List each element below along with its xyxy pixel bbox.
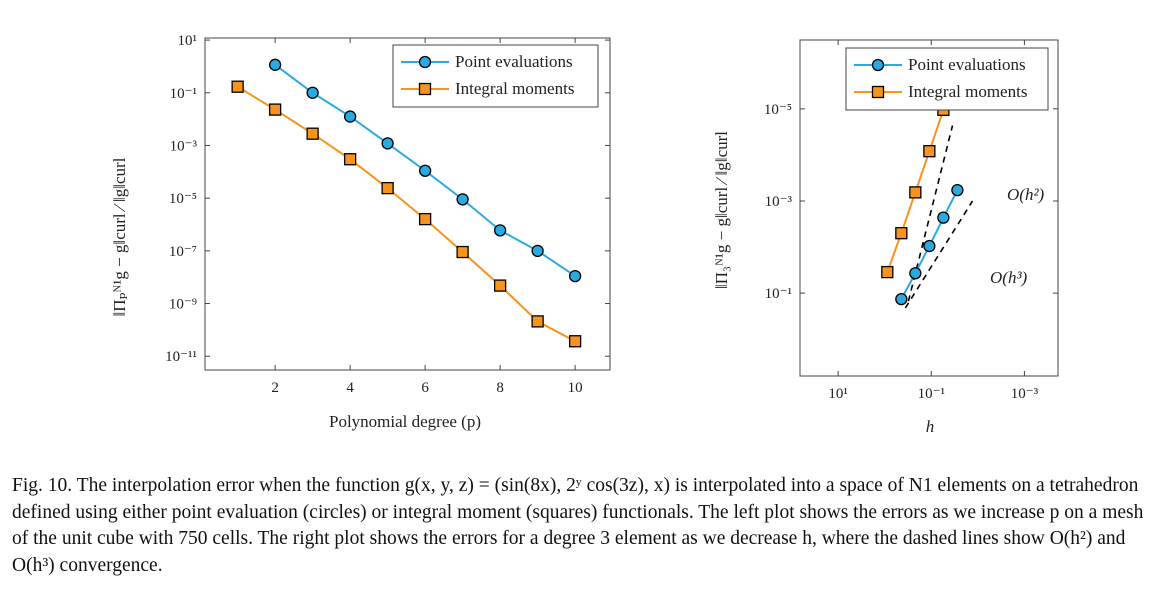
marker (493, 224, 507, 237)
marker (909, 267, 922, 280)
marker (895, 227, 908, 240)
marker (923, 239, 936, 253)
reference-line (907, 125, 954, 302)
marker (343, 153, 357, 166)
legend-label: Point evaluations (455, 52, 573, 71)
marker (231, 80, 244, 93)
y-tick-label: 10¹ (178, 33, 198, 49)
x-tick-label: 10¹ (828, 386, 848, 402)
y-tick-label: 10⁻⁵ (169, 191, 197, 207)
x-tick-label: 8 (496, 380, 504, 396)
x-tick-label: 6 (421, 380, 429, 396)
x-tick-label: 2 (271, 380, 279, 396)
marker (418, 82, 432, 96)
plot-frame (799, 39, 1059, 377)
marker (871, 58, 885, 72)
y-tick-label: 10⁻³ (765, 194, 793, 210)
x-tick-label: 10 (568, 380, 583, 396)
series-line (237, 85, 576, 343)
legend-box (845, 47, 1049, 111)
marker (343, 110, 357, 123)
marker (381, 181, 394, 195)
marker (937, 211, 950, 224)
marker (418, 164, 432, 177)
marker (531, 315, 544, 328)
marker (306, 127, 319, 140)
marker (268, 58, 282, 71)
marker (381, 137, 394, 150)
y-tick-label: 10⁻¹ (170, 86, 197, 102)
marker (909, 186, 922, 199)
marker (306, 86, 319, 99)
marker (951, 183, 964, 197)
reference-label: O(h²) (1007, 185, 1045, 204)
marker (568, 335, 582, 348)
y-tick-label: 10⁻⁷ (169, 244, 197, 260)
x-tick-label: 4 (346, 380, 354, 396)
marker (268, 103, 282, 116)
marker (895, 292, 908, 306)
caption: Fig. 10. The interpolation error when th… (12, 475, 1144, 576)
legend-label: Integral moments (455, 79, 574, 98)
marker (923, 145, 936, 158)
marker (418, 212, 432, 226)
plot-frame (204, 37, 611, 371)
marker (871, 85, 885, 99)
x-tick-label: 10⁻³ (1011, 386, 1039, 402)
x-axis-label: Polynomial degree (p) (329, 412, 481, 431)
y-tick-label: 10⁻¹ (765, 286, 792, 302)
charts: 2 4 6 8 10 10¹ 10⁻¹ 10⁻³ 10⁻⁵ 10⁻⁷ 10⁻⁹ 10⁻¹¹ Polyno… (110, 33, 1059, 436)
marker (456, 193, 469, 206)
legend-box (392, 44, 599, 108)
marker (881, 265, 894, 279)
y-axis-label: ‖Π₃ᴺ¹g − g‖curl ∕ ‖g‖curl (712, 131, 731, 289)
marker (456, 245, 469, 259)
x-tick-label: 10⁻¹ (918, 386, 945, 402)
y-tick-label: 10⁻⁵ (764, 102, 792, 118)
y-axis-label: ‖Πₚᴺ¹g − g‖curl ∕ ‖g‖curl (110, 157, 129, 316)
y-tick-label: 10⁻³ (170, 138, 198, 154)
marker (418, 55, 432, 69)
legend-label: Integral moments (908, 82, 1027, 101)
legend-label: Point evaluations (908, 55, 1026, 74)
y-tick-label: 10⁻⁹ (169, 297, 197, 313)
marker (568, 269, 582, 283)
x-axis-label: h (926, 417, 935, 436)
reference-label: O(h³) (990, 268, 1028, 287)
marker (531, 244, 544, 257)
marker (493, 279, 507, 292)
y-tick-label: 10⁻¹¹ (165, 349, 197, 365)
